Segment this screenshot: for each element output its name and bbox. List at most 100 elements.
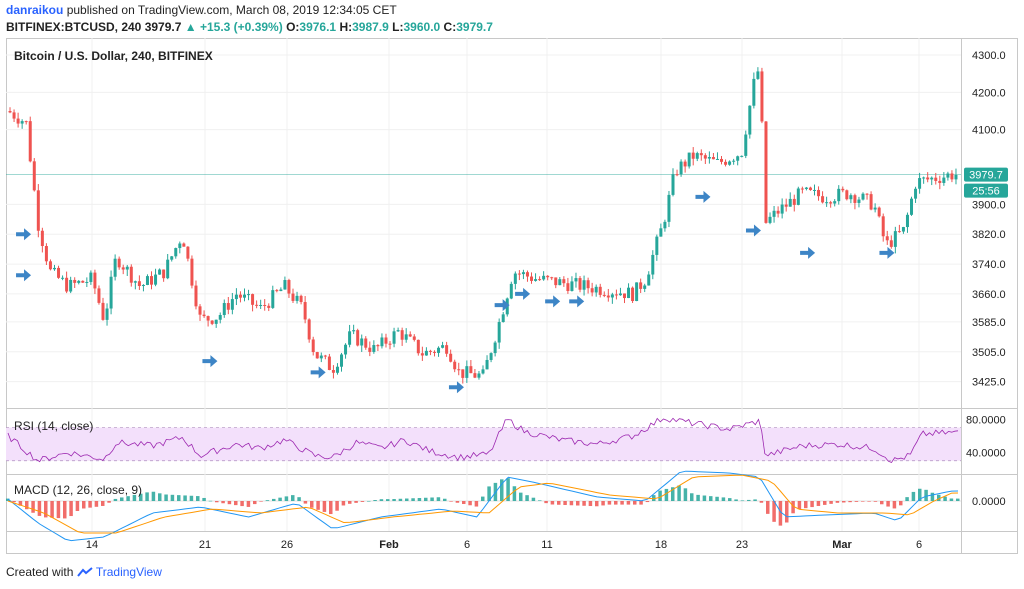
macd-histogram-bar (310, 501, 314, 508)
macd-histogram-bar (778, 501, 783, 526)
macd-histogram-bar (525, 495, 529, 501)
candle-body (833, 201, 837, 204)
macd-histogram-bar (107, 501, 111, 503)
candle-body (647, 274, 651, 286)
candle-body (352, 330, 356, 332)
candle-body (542, 275, 546, 280)
candle-body (635, 282, 639, 302)
candle-body (85, 281, 89, 283)
macd-histogram-bar (373, 500, 377, 501)
tradingview-link[interactable]: TradingView (95, 565, 162, 579)
rsi-line (7, 417, 959, 463)
candle-body (242, 294, 246, 298)
candle-body (44, 246, 48, 262)
macd-histogram-bar (658, 490, 662, 501)
author-link[interactable]: danraikou (6, 3, 64, 17)
candle-body (428, 350, 432, 352)
macd-histogram-bar (861, 501, 865, 502)
macd-histogram-bar (354, 501, 358, 503)
candle-body (901, 227, 905, 232)
candle-body (825, 202, 829, 204)
candle-body (372, 345, 376, 352)
price-tick-label: 3820.0 (972, 229, 1006, 241)
candle-body (602, 294, 606, 296)
macd-histogram-bar (462, 501, 466, 505)
macd-histogram-bar (911, 491, 916, 501)
tradingview-logo-icon (76, 565, 96, 579)
macd-histogram-bar (443, 498, 447, 501)
macd-histogram-bar (411, 498, 415, 501)
candle-body (618, 293, 622, 296)
candle-body (857, 199, 861, 203)
candle-body (331, 370, 335, 373)
candle-body (113, 258, 117, 277)
macd-histogram-bar (449, 501, 453, 502)
candle-body (222, 303, 226, 316)
candle-body (812, 189, 816, 191)
macd-histogram-bar (595, 501, 599, 507)
candles (8, 67, 958, 384)
candle-body (202, 314, 206, 317)
macd-histogram-bar (31, 501, 35, 513)
candle-body (376, 345, 380, 347)
candle-body (659, 228, 663, 237)
macd-histogram-bar (234, 501, 238, 506)
candle-body (784, 204, 788, 207)
candle-body (489, 353, 493, 360)
candle-body (610, 294, 614, 298)
macd-histogram-bar (329, 501, 333, 515)
candle-body (392, 331, 396, 344)
symbol-label[interactable]: BITFINEX:BTCUSD, 240 (6, 20, 142, 34)
time-tick-label: Feb (379, 539, 399, 551)
macd-histogram-bar (797, 501, 802, 510)
candle-body (129, 266, 133, 283)
candle-body (24, 121, 28, 123)
macd-histogram-bar (82, 501, 86, 509)
candle-body (744, 134, 748, 156)
candle-body (380, 337, 384, 347)
macd-histogram-bar (487, 486, 491, 501)
time-tick-label: 6 (464, 539, 470, 551)
candle-body (715, 158, 719, 160)
candle-body (327, 356, 331, 371)
candle-body (247, 294, 251, 296)
candle-body (424, 350, 428, 356)
signal-arrow-icon (16, 228, 32, 241)
macd-histogram-bar (259, 501, 263, 502)
rsi-pane-title: RSI (14, close) (14, 419, 93, 433)
macd-histogram-bar (740, 500, 745, 502)
candle-body (821, 196, 825, 203)
candle-body (817, 189, 821, 197)
macd-histogram-bar (563, 501, 567, 506)
macd-histogram-bar (297, 497, 301, 501)
macd-histogram-bar (943, 496, 947, 501)
macd-histogram-bar (816, 501, 821, 506)
macd-histogram-bar (810, 501, 814, 508)
macd-histogram-bar (468, 501, 472, 506)
price-tick-label: 3425.0 (972, 377, 1006, 389)
signal-arrow-icon (16, 269, 32, 282)
candle-body (335, 366, 339, 373)
publish-info: danraikou published on TradingView.com, … (6, 3, 397, 17)
candle-body (166, 259, 170, 279)
candle-body (853, 195, 857, 203)
candle-body (158, 269, 162, 275)
candle-body (279, 289, 283, 292)
macd-histogram-bar (804, 501, 808, 509)
candle-body (234, 294, 238, 300)
signal-arrows (16, 190, 895, 394)
macd-histogram-bar (892, 501, 897, 509)
candle-body (307, 319, 311, 340)
rsi-tick-label: 40.0000 (966, 447, 1006, 459)
macd-histogram-bar (626, 501, 631, 505)
macd-histogram-bar (949, 498, 954, 501)
macd-histogram-bar (474, 501, 479, 507)
candle-body (865, 193, 869, 195)
candle-body (81, 280, 85, 283)
macd-histogram-bar (639, 501, 643, 505)
symbol-legend: BITFINEX:BTCUSD, 240 3979.7 ▲ +15.3 (+0.… (6, 20, 493, 34)
candle-body (340, 354, 344, 367)
chart-area[interactable]: 4300.0 4200.0 4100.0 3900.0 3820.0 3740.0 3660… (6, 38, 1018, 556)
macd-histogram-bar (607, 501, 612, 505)
candle-body (416, 339, 420, 354)
